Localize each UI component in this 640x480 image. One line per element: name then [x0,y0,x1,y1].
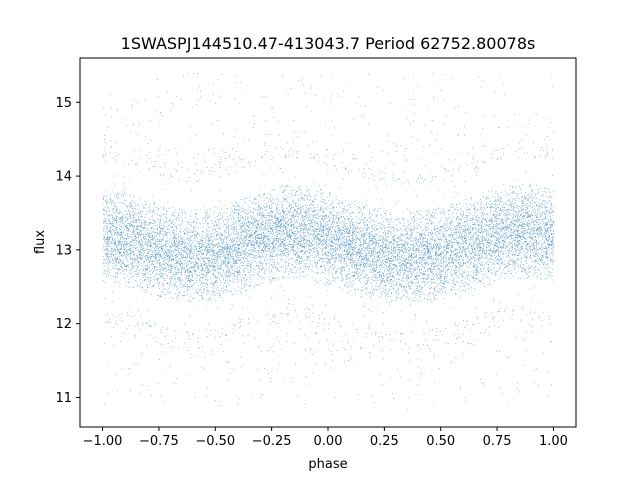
x-axis-ticks: −1.00 −0.75 −0.50 −0.25 0.00 0.25 0.50 0.75 1.00 [83,427,568,449]
scatter-points [102,72,555,411]
x-tick-label: −0.75 [139,434,179,449]
y-tick-label: 13 [55,243,72,258]
x-axis-label: phase [308,457,347,472]
chart-title: 1SWASPJ144510.47-413043.7 Period 62752.8… [121,34,536,53]
x-tick-label: −0.50 [195,434,235,449]
y-tick-label: 15 [55,96,72,111]
data-point-cloud [102,72,555,411]
y-tick-label: 14 [55,170,72,185]
x-tick-label: 0.75 [483,434,512,449]
x-tick-label: 0.50 [426,434,455,449]
x-tick-label: −1.00 [83,434,123,449]
plot-frame [79,57,577,428]
y-tick-label: 11 [55,391,72,406]
x-tick-label: 0.25 [370,434,399,449]
x-tick-label: −0.25 [252,434,292,449]
y-axis-label: flux [33,230,48,254]
y-tick-label: 12 [55,317,72,332]
x-tick-label: 0.00 [314,434,343,449]
x-tick-label: 1.00 [539,434,568,449]
y-axis-ticks: 11 12 13 14 15 [55,96,80,406]
